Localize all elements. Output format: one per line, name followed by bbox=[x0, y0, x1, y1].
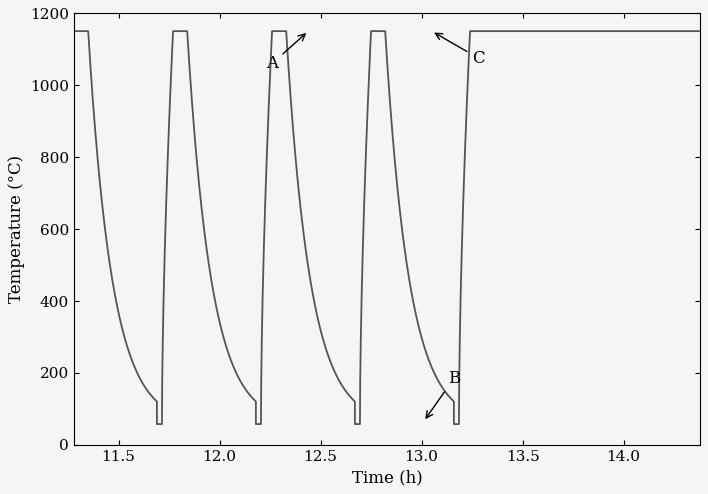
X-axis label: Time (h): Time (h) bbox=[352, 469, 423, 487]
Text: C: C bbox=[435, 33, 485, 67]
Text: A: A bbox=[266, 34, 305, 72]
Text: B: B bbox=[426, 370, 460, 418]
Y-axis label: Temperature (°C): Temperature (°C) bbox=[8, 155, 25, 303]
